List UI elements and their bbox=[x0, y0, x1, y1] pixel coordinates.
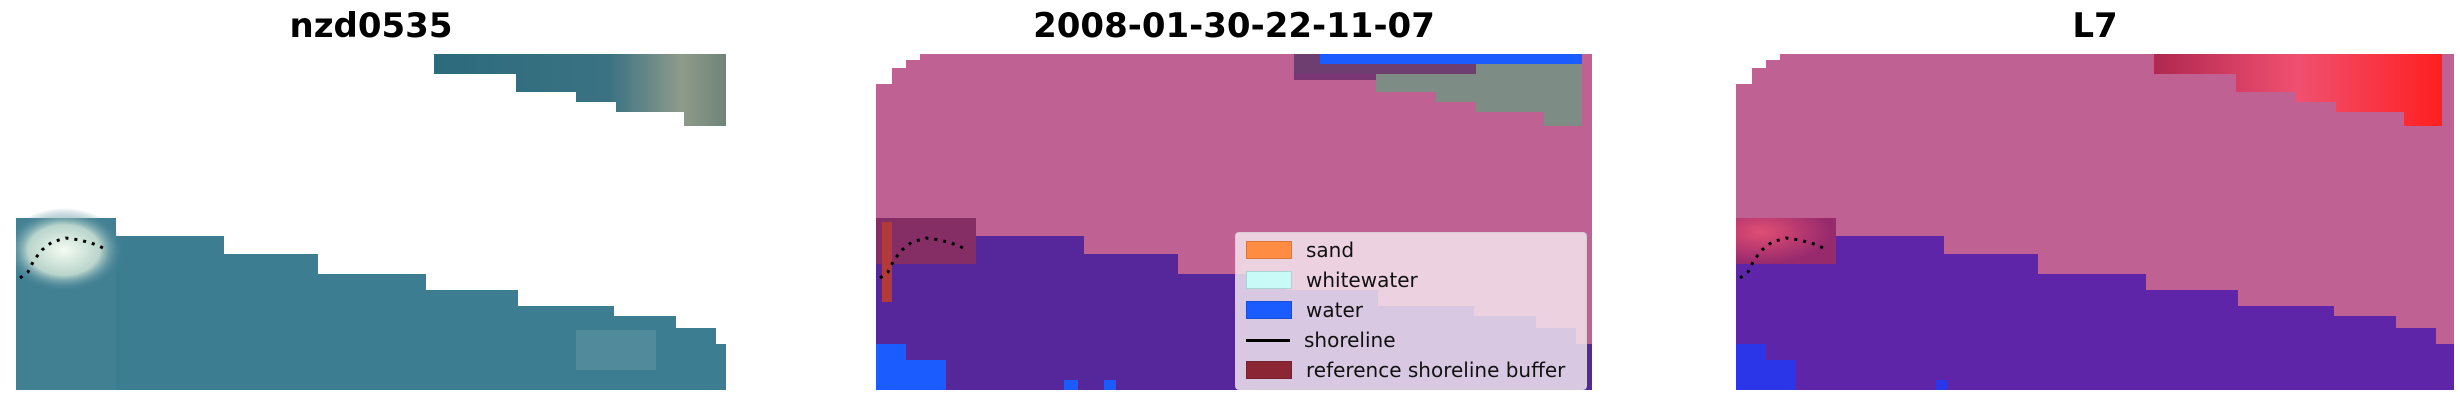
legend-item-shoreline: shoreline bbox=[1246, 327, 1396, 353]
rgb-image bbox=[16, 54, 726, 390]
probability-image bbox=[1736, 54, 2454, 390]
sand-swatch bbox=[1246, 241, 1292, 259]
top-water-class bbox=[1320, 54, 1582, 64]
whitewater-probability bbox=[1736, 218, 1836, 264]
probability-image-panel bbox=[1736, 54, 2454, 390]
rgb-image-panel bbox=[16, 54, 726, 390]
high-probability-top bbox=[2154, 54, 2442, 126]
legend-label: shoreline bbox=[1304, 328, 1396, 352]
water-class-blue bbox=[876, 344, 946, 390]
legend-item-sand: sand bbox=[1246, 237, 1354, 263]
reference-shoreline-buffer bbox=[882, 222, 892, 302]
water-pixel bbox=[1936, 380, 1948, 390]
whitewater-swatch bbox=[1246, 271, 1292, 289]
panel-title-rgb: nzd0535 bbox=[289, 6, 453, 46]
sea-texture bbox=[576, 330, 656, 370]
legend-label: reference shoreline buffer bbox=[1306, 358, 1566, 382]
panel-title-probability: L7 bbox=[2072, 6, 2118, 46]
water-pixel bbox=[1064, 380, 1078, 390]
legend-item-whitewater: whitewater bbox=[1246, 267, 1418, 293]
water-pixel bbox=[1104, 380, 1116, 390]
legend: sand whitewater water shoreline referenc… bbox=[1235, 232, 1587, 390]
whitewater-class bbox=[876, 218, 976, 264]
whitewater-patch bbox=[16, 208, 124, 292]
legend-item-water: water bbox=[1246, 297, 1363, 323]
legend-item-reference-buffer: reference shoreline buffer bbox=[1246, 357, 1565, 383]
panel-title-classified: 2008-01-30-22-11-07 bbox=[1033, 6, 1435, 46]
legend-label: sand bbox=[1306, 238, 1355, 262]
reference-buffer-swatch bbox=[1246, 361, 1292, 379]
water-probability-blue bbox=[1736, 344, 1796, 390]
classified-image bbox=[876, 54, 1592, 390]
legend-label: water bbox=[1306, 298, 1363, 322]
legend-label: whitewater bbox=[1306, 268, 1418, 292]
shoreline-swatch bbox=[1246, 338, 1290, 342]
low-probability-area bbox=[1736, 218, 2454, 390]
sea-area bbox=[16, 218, 726, 390]
sea-top-strip bbox=[434, 54, 726, 126]
classified-image-panel bbox=[876, 54, 1592, 390]
water-swatch bbox=[1246, 301, 1292, 319]
